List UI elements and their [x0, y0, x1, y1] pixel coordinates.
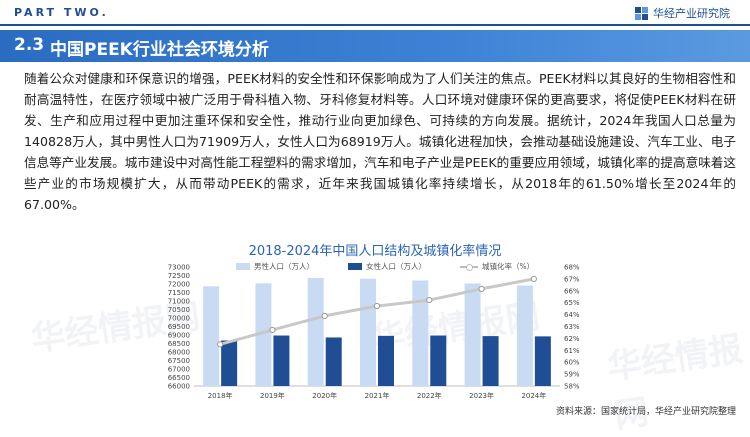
- y-left-tick-label: 69500: [168, 323, 190, 331]
- bar-female: [273, 335, 290, 386]
- chart-title: 2018-2024年中国人口结构及城镇化率情况: [248, 244, 502, 259]
- legend-male-swatch: [236, 263, 250, 270]
- chart-area: 6600066500670006750068000685006900069500…: [168, 264, 580, 401]
- legend-urban: 城镇化率（%）: [460, 261, 534, 272]
- legend-female: 女性人口（万人）: [348, 261, 426, 272]
- y-left-tick-label: 71000: [168, 298, 190, 306]
- y-right-tick-label: 59%: [564, 371, 580, 379]
- y-right-tick-label: 58%: [564, 383, 580, 391]
- section-title: 中国PEEK行业社会环境分析: [50, 40, 269, 60]
- y-left-tick-label: 68000: [168, 349, 190, 357]
- top-bar: PART TWO. 华经产业研究院: [0, 0, 750, 28]
- y-left-tick-label: 67500: [168, 357, 190, 365]
- bar-male: [516, 285, 533, 386]
- bar-male: [412, 280, 429, 386]
- legend-female-label: 女性人口（万人）: [366, 262, 426, 271]
- bar-female: [430, 335, 447, 386]
- y-left-tick-label: 70500: [168, 306, 190, 314]
- body-paragraph: 随着公众对健康和环保意识的增强，PEEK材料的安全性和环保影响成为了人们关注的焦…: [24, 71, 736, 212]
- urbanization-point: [530, 275, 537, 282]
- urbanization-point: [478, 285, 485, 292]
- y-right-tick-label: 65%: [564, 299, 580, 307]
- bar-male: [203, 286, 220, 386]
- bar-female: [221, 340, 238, 386]
- y-left-tick-label: 68500: [168, 340, 190, 348]
- legend-male: 男性人口（万人）: [236, 261, 314, 272]
- bar-male: [464, 283, 481, 386]
- x-tick-label: 2022年: [417, 391, 442, 400]
- y-left-tick-label: 67000: [168, 366, 190, 374]
- y-left-tick-label: 66000: [168, 383, 190, 391]
- bar-male: [360, 278, 376, 386]
- bar-female: [534, 336, 551, 386]
- part-label: PART TWO.: [14, 6, 109, 19]
- section-number: 2.3: [14, 35, 45, 55]
- x-tick-label: 2021年: [365, 391, 390, 400]
- brand: 华经产业研究院: [635, 5, 730, 21]
- y-left-tick-label: 72000: [168, 281, 190, 289]
- y-left-tick-label: 72500: [168, 272, 190, 280]
- brand-name: 华经产业研究院: [653, 7, 730, 20]
- urbanization-point: [426, 296, 433, 304]
- y-right-tick-label: 63%: [564, 323, 580, 331]
- source-note: 资料来源：国家统计局，华经产业研究院整理: [555, 407, 736, 417]
- legend-urban-label: 城镇化率（%）: [482, 262, 535, 271]
- bar-female: [482, 336, 499, 386]
- x-tick-label: 2019年: [260, 391, 285, 400]
- brand-logo-icon: [635, 6, 648, 20]
- bar-female: [325, 337, 342, 386]
- chart-legend: 男性人口（万人） 女性人口（万人） 城镇化率（%）: [236, 261, 534, 272]
- y-right-tick-label: 61%: [564, 347, 580, 355]
- y-right-tick-label: 67%: [564, 275, 580, 283]
- urbanization-point: [373, 302, 381, 310]
- x-tick-label: 2020年: [312, 391, 337, 400]
- top-rule: [0, 24, 750, 26]
- urbanization-point: [217, 341, 224, 348]
- y-left-tick-label: 66500: [168, 374, 190, 382]
- y-left-tick-label: 69000: [168, 332, 190, 340]
- y-right-tick-label: 68%: [564, 264, 580, 272]
- y-right-tick-label: 62%: [564, 335, 580, 343]
- urbanization-point: [321, 312, 328, 320]
- x-tick-label: 2018年: [208, 391, 233, 400]
- y-left-tick-label: 71500: [168, 289, 190, 297]
- y-right-tick-label: 64%: [564, 311, 580, 319]
- section-header: 2.3 中国PEEK行业社会环境分析: [0, 30, 750, 62]
- legend-urban-swatch: [460, 263, 478, 271]
- legend-male-label: 男性人口（万人）: [254, 262, 314, 271]
- bar-female: [378, 335, 394, 386]
- y-left-tick-label: 73000: [168, 264, 190, 272]
- y-right-tick-label: 60%: [564, 359, 580, 367]
- bar-male: [255, 283, 272, 386]
- y-right-tick-label: 66%: [564, 287, 580, 295]
- x-tick-label: 2023年: [469, 391, 494, 400]
- x-tick-label: 2024年: [521, 391, 546, 400]
- bar-male: [307, 277, 324, 386]
- urbanization-point: [269, 326, 276, 334]
- y-left-tick-label: 70000: [168, 315, 190, 323]
- legend-female-swatch: [348, 263, 362, 270]
